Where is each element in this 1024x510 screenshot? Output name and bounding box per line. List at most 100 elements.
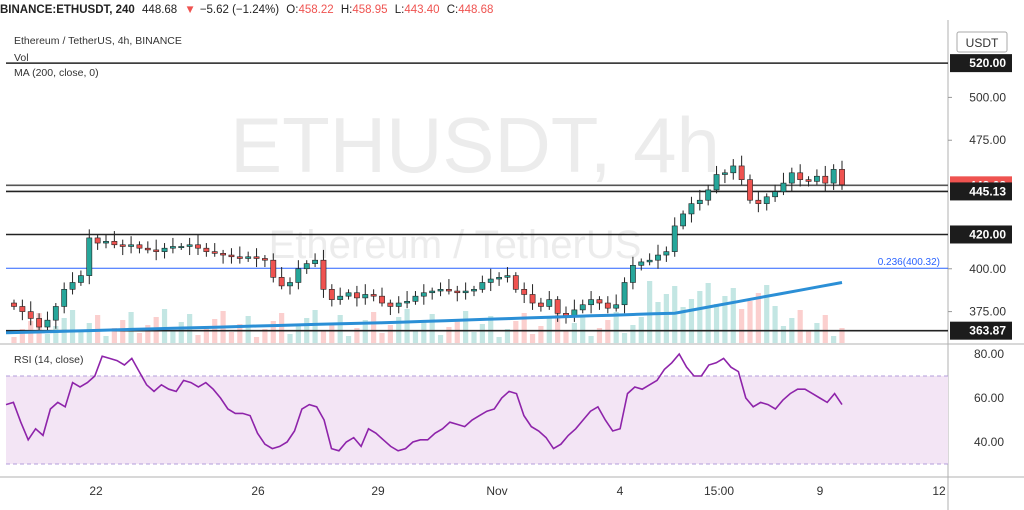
volume-bar [228,332,235,343]
time-tick-label: 29 [371,484,385,498]
candle-body [546,299,553,307]
volume-bar [688,299,695,343]
candle-body [379,295,385,304]
candle-body [61,289,68,307]
candle-body [404,301,410,304]
volume-bar [822,315,828,343]
low-label: L: [394,4,405,16]
rsi-band [6,376,948,464]
candle-body [755,199,762,204]
volume-bar [647,281,653,343]
volume-bar [538,326,544,343]
volume-bar [44,334,51,343]
volume-bar [145,325,151,343]
candle-body [663,251,670,256]
change-value: −5.62 (−1.24%) [199,4,280,16]
volume-bar [563,331,569,343]
candle-body [538,302,544,307]
high-label: H: [340,4,353,16]
price-label-box [950,225,1012,244]
candle-body [646,259,653,263]
candle-body [312,259,318,264]
time-tick-label: 26 [251,484,265,498]
volume-bar [814,323,820,343]
candle-body [186,244,193,247]
price-level-label: 363.87 [969,324,1006,338]
volume-bar [237,324,243,343]
rsi-tick-label: 40.00 [974,435,1004,449]
candle-body [253,256,260,259]
rsi-tick-label: 60.00 [974,391,1004,405]
time-tick-label: 9 [817,484,824,498]
volume-bar [203,327,209,343]
rsi-legend: RSI (14, close) [14,354,84,366]
candle-body [328,289,335,300]
currency-label: USDT [966,36,999,50]
low-value: 443.40 [404,4,440,16]
price-axis-background [948,20,1024,490]
rsi-tick-label: 80.00 [974,347,1004,361]
candle-body [429,290,436,294]
volume-bar [329,323,335,343]
volume-bar [831,336,837,343]
volume-bar [488,316,494,343]
candle-body [161,247,168,252]
volume-bar [555,310,561,343]
price-tick-label: 475.00 [969,133,1006,147]
candle-body [412,295,419,302]
candle-body [420,292,427,297]
volume-bar [697,291,703,343]
volume-bar [78,331,84,343]
volume-bar [136,333,143,343]
candle-body [671,225,678,252]
volume-bar [362,320,368,343]
candle-body [86,237,93,276]
volume-bar [103,336,109,343]
candle-body [814,175,820,182]
candle-body [713,174,720,191]
high-value: 458.95 [352,4,388,16]
candle-body [479,282,486,290]
volume-bar [421,322,427,343]
volume-bar [11,337,17,343]
price-chart[interactable]: ETHUSDT, 4h Ethereum / TetherUS 0.236(40… [0,20,1024,510]
candle-body [278,277,285,287]
candle-body [613,304,620,309]
candle-body [579,304,586,311]
watermark-name: Ethereum / TetherUS [269,223,642,267]
close-label: C: [446,4,459,16]
candle-body [11,302,17,307]
candle-body [621,282,628,306]
candle-body [471,289,477,292]
volume-bar [270,321,276,343]
price-label-box [950,321,1012,340]
candle-body [688,203,695,215]
volume-bar [722,296,728,343]
candle-body [303,263,310,270]
candle-body [94,237,101,244]
candle-body [287,282,293,287]
candle-body [178,246,185,248]
time-tick-label: 15:00 [704,484,734,498]
candle-body [270,259,277,278]
volume-bar [496,337,502,343]
candle-body [387,302,394,307]
candle-body [345,292,352,297]
price-label-box [950,182,1012,201]
series-legend: Ethereum / TetherUS, 4h, BINANCE [14,35,182,47]
time-tick-label: 12 [932,484,946,498]
candle-body [705,189,712,201]
volume-bar [128,312,134,343]
volume-bar [805,331,812,343]
volume-bar [504,329,511,343]
candle-body [788,172,795,184]
volume-bar [797,310,803,343]
candle-body [772,191,778,198]
fib-label: 0.236(400.32) [878,257,940,268]
volume-bar [839,328,845,343]
volume-bar [529,334,536,343]
candle-body [337,295,344,300]
candle-body [638,261,645,266]
candle-body [747,179,753,201]
candle-body [521,289,528,295]
